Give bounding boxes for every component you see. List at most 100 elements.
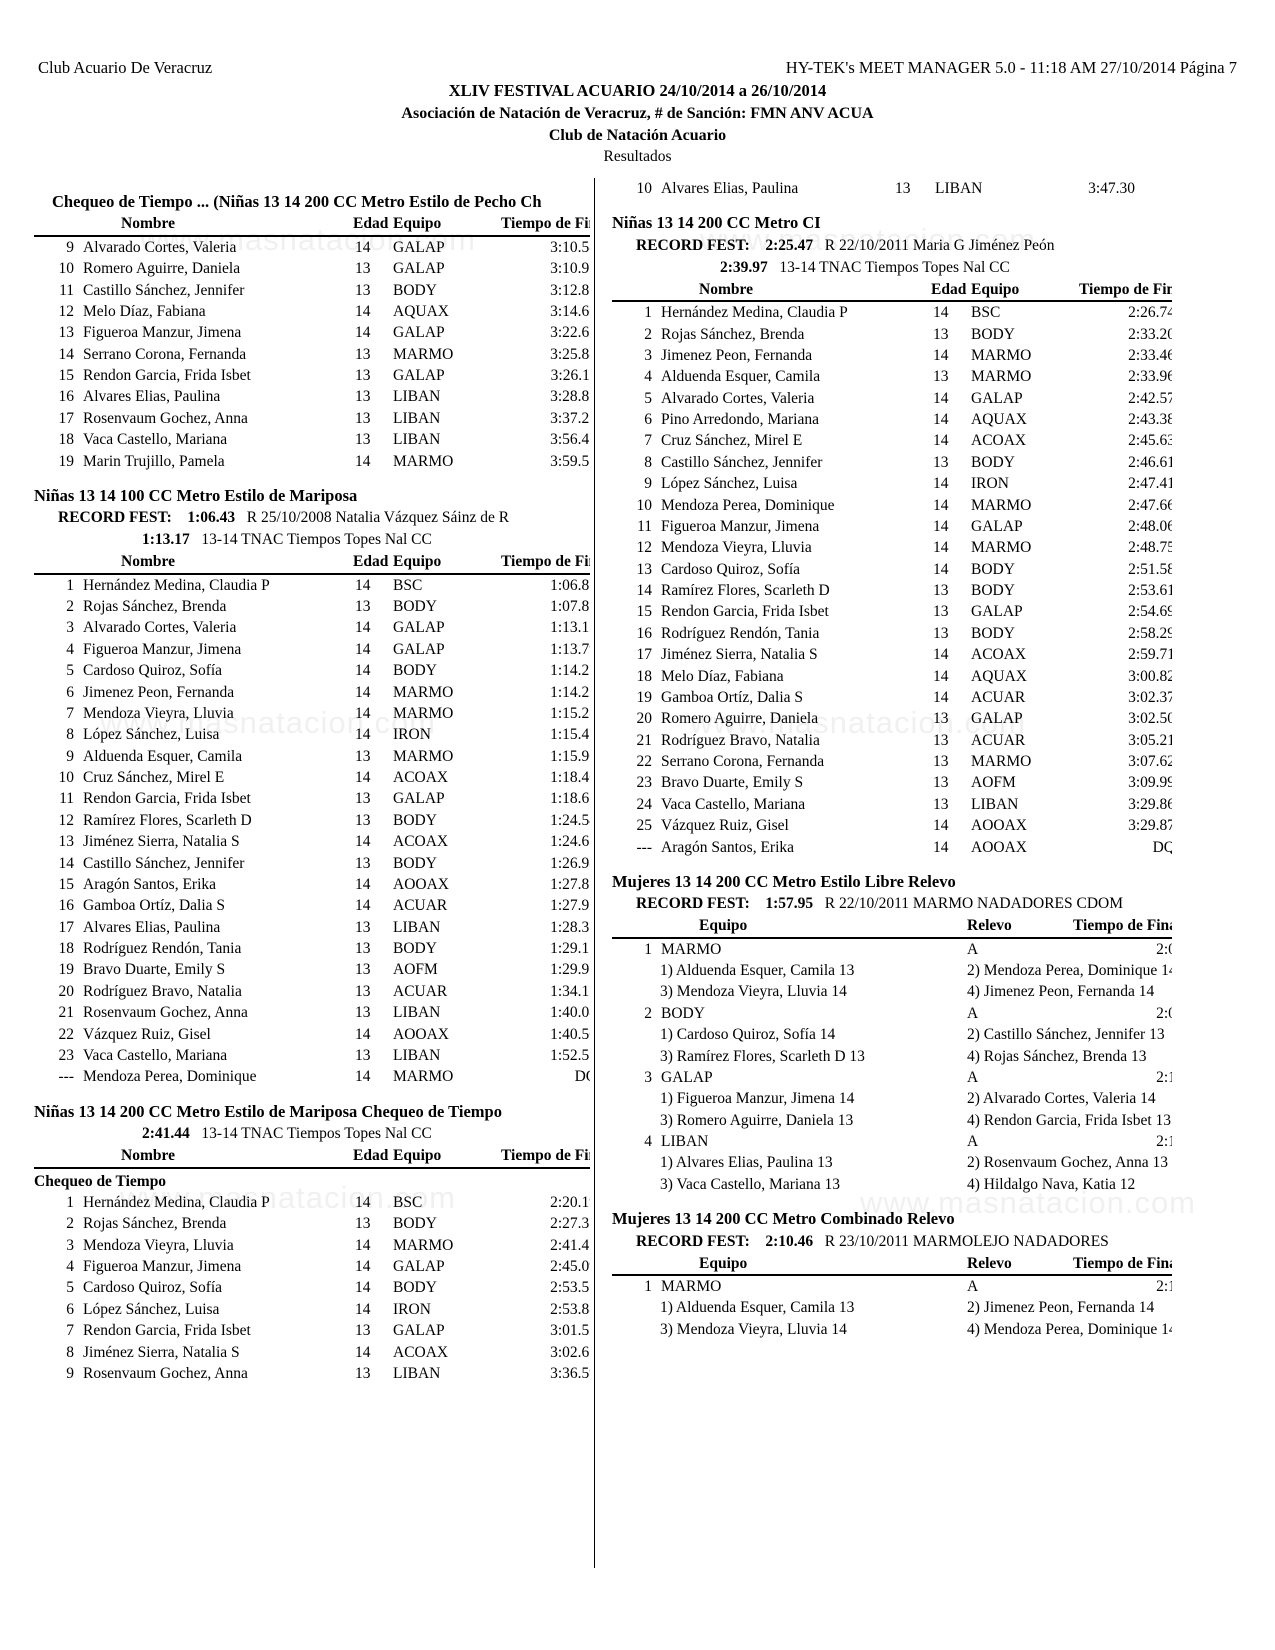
row-team: GALAP: [393, 1258, 445, 1276]
row-age: 13: [933, 753, 949, 771]
row-time: 1:14.21: [550, 662, 590, 680]
row-qualify-flag: [1135, 178, 1172, 199]
table-row: --- Mendoza Perea, Dominique 14 MARMO DQ: [34, 1066, 591, 1087]
row-place: 8: [66, 726, 74, 744]
row-time: 2:47.41: [1128, 475, 1172, 493]
relay-leg: 2) Mendoza Perea, Dominique 14: [967, 962, 1172, 980]
row-team: AQUAX: [393, 302, 449, 320]
row-swimmer-name: Cruz Sánchez, Mirel E: [661, 432, 803, 450]
row-age: 14: [355, 1279, 371, 1297]
row-age: 13: [355, 961, 371, 979]
row-team: GALAP: [393, 1322, 445, 1340]
table-row: 22 Vázquez Ruiz, Gisel 14 AOOAX 1:40.50: [34, 1024, 591, 1045]
row-swimmer-name: Rosenvaum Gochez, Anna: [83, 1364, 248, 1382]
header-tiempo: Tiempo de Finales: [497, 213, 590, 237]
row-place: 19: [58, 961, 75, 979]
row-swimmer-name: Castillo Sánchez, Jennifer: [661, 453, 823, 471]
row-time: 3:01.52: [550, 1322, 590, 1340]
relay-team: GALAP: [661, 1068, 713, 1086]
row-age: 13: [355, 1322, 371, 1340]
row-place: 20: [58, 982, 75, 1000]
relay-time: 2:10.66: [1156, 1068, 1172, 1086]
row-swimmer-name: Jiménez Sierra, Natalia S: [661, 646, 818, 664]
row-swimmer-name: Bravo Duarte, Emily S: [83, 961, 226, 979]
row-swimmer-name: Cardoso Quiroz, Sofía: [83, 1279, 223, 1297]
row-team: GALAP: [393, 619, 445, 637]
columns-container: Chequeo de Tiempo ... (Niñas 13 14 200 C…: [0, 178, 1275, 1598]
row-age: 14: [355, 1193, 371, 1211]
row-swimmer-name: Ramírez Flores, Scarleth D: [661, 582, 830, 600]
table-row: 6 Jimenez Peon, Fernanda 14 MARMO 1:14.22: [34, 682, 590, 703]
row-team: MARMO: [971, 368, 1032, 386]
relay-place: 2: [644, 1004, 652, 1022]
relay-leg: 1) Figueroa Manzur, Jimena 14: [660, 1090, 855, 1108]
table-row: 8 López Sánchez, Luisa 14 IRON 1:15.43: [34, 724, 590, 745]
row-age: 14: [355, 662, 371, 680]
row-age: 14: [355, 1068, 371, 1086]
table-row: 17 Jiménez Sierra, Natalia S 14 ACOAX 2:59.7…: [612, 644, 1173, 665]
row-swimmer-name: Figueroa Manzur, Jimena: [661, 517, 820, 535]
row-place: 13: [58, 324, 75, 342]
row-place: 12: [636, 539, 653, 557]
row-time: 1:13.79: [550, 640, 590, 658]
page-masthead: Club Acuario De Veracruz HY-TEK's MEET M…: [0, 58, 1275, 166]
table-row: 23 Bravo Duarte, Emily S 13 AOFM 3:09.99: [612, 772, 1173, 793]
row-time: 2:33.46: [1128, 346, 1172, 364]
header-place: [34, 551, 83, 575]
row-time: 1:07.87: [550, 598, 590, 616]
table-row: 11 Figueroa Manzur, Jimena 14 GALAP 2:48.06: [612, 516, 1172, 537]
table-row: 16 Gamboa Ortíz, Dalia S 14 ACUAR 1:27.92: [34, 895, 591, 916]
relay-leg: 4) Mendoza Perea, Dominique 14: [967, 1320, 1172, 1338]
row-time: 3:02.50: [1128, 710, 1172, 728]
festival-title: XLIV FESTIVAL ACUARIO 24/10/2014 a 26/10…: [448, 81, 827, 100]
row-age: 13: [933, 453, 949, 471]
row-age: 14: [933, 411, 949, 429]
row-team: BODY: [393, 854, 437, 872]
record-detail: R 25/10/2008 Natalia Vázquez Sáinz de R: [246, 509, 510, 527]
row-time: 2:54.69: [1128, 603, 1172, 621]
row-time: 3:29.87: [1128, 817, 1172, 835]
row-swimmer-name: Vázquez Ruiz, Gisel: [83, 1025, 211, 1043]
row-age: 13: [933, 368, 949, 386]
table-row: 24 Vaca Castello, Mariana 13 LIBAN 3:29.86: [612, 794, 1173, 815]
row-team: LIBAN: [971, 795, 1019, 813]
row-place: 10: [636, 496, 653, 514]
row-place: 5: [66, 662, 74, 680]
header-edad: Edad: [931, 278, 971, 303]
row-swimmer-name: Pino Arredondo, Mariana: [661, 411, 819, 429]
row-place: 17: [58, 918, 75, 936]
row-team: GALAP: [971, 710, 1023, 728]
relay-time: 2:04.29: [1156, 1004, 1172, 1022]
row-swimmer-name: Rodríguez Rendón, Tania: [83, 940, 242, 958]
relay-row: 2 BODY A 2:04.29: [612, 1003, 1172, 1024]
row-time: 2:58.29: [1128, 624, 1172, 642]
relay-leg: 3) Vaca Castello, Mariana 13: [660, 1175, 841, 1193]
row-team: BODY: [393, 598, 437, 616]
row-time: 2:51.58: [1128, 560, 1172, 578]
row-time: 1:40.50: [550, 1025, 590, 1043]
row-place: 15: [58, 875, 75, 893]
row-place: 24: [636, 795, 653, 813]
row-age: 14: [355, 302, 371, 320]
row-time: 1:13.17: [550, 619, 590, 637]
event-title: Mujeres 13 14 200 CC Metro Estilo Libre …: [612, 871, 956, 891]
row-time: 3:28.85: [550, 388, 590, 406]
row-swimmer-name: Vázquez Ruiz, Gisel: [661, 817, 789, 835]
row-team: BSC: [971, 304, 1001, 322]
table-row: 14 Ramírez Flores, Scarleth D 13 BODY 2:53.6…: [612, 580, 1173, 601]
relay-letter: A: [967, 1278, 979, 1296]
row-place: 11: [59, 281, 74, 299]
row-age: 14: [933, 817, 949, 835]
record-label: RECORD FEST:: [636, 895, 750, 913]
row-swimmer-name: Rendon Garcia, Frida Isbet: [83, 790, 251, 808]
record-time: 2:41.44: [142, 1125, 190, 1143]
record-detail: R 23/10/2011 MARMOLEJO NADADORES: [824, 1232, 1109, 1250]
relay-legs-row: 1) Cardoso Quiroz, Sofía 14 2) Castillo S…: [612, 1024, 1172, 1045]
row-swimmer-name: Alvarado Cortes, Valeria: [661, 389, 815, 407]
row-place: 7: [644, 432, 652, 450]
relay-place: 1: [644, 1278, 652, 1296]
